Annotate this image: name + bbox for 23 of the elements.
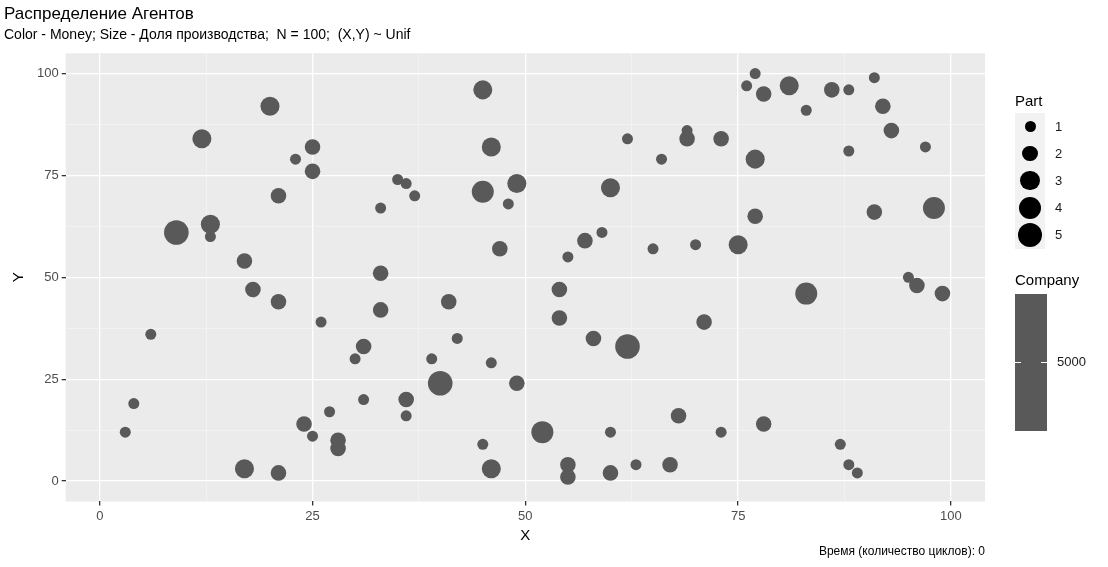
x-tick-label: 0: [96, 507, 104, 523]
y-tick-label: 25: [44, 370, 59, 386]
color-bar-title: Company: [1015, 270, 1080, 288]
text: Время (количество циклов): 0: [818, 544, 986, 559]
text: 5000: [1057, 354, 1086, 371]
y-tick-label: 100: [36, 65, 59, 81]
legend-label: 5: [1055, 227, 1063, 243]
chart-title: Распределение Агентов: [4, 3, 194, 23]
y-tick-label: 75: [44, 167, 59, 183]
x-tick-label: 100: [940, 507, 962, 523]
y-tick-label: 0: [51, 472, 59, 488]
x-tick-label: 75: [730, 507, 746, 523]
legend-label: 3: [1055, 173, 1063, 188]
y-tick-label: 50: [44, 268, 59, 284]
x-tick-label: 50: [518, 507, 533, 523]
legend-label: 4: [1055, 200, 1063, 215]
legend-label: 1: [1055, 119, 1063, 134]
x-axis-title: X: [520, 526, 531, 544]
legend-label: 2: [1055, 146, 1063, 161]
y-axis-title: Y: [9, 272, 27, 283]
chart-subtitle: Color - Money; Size - Доля производства; N = 100; (X,Y) ~ Unif: [4, 25, 411, 42]
x-tick-label: 25: [305, 507, 320, 523]
legend-title: Part: [1015, 92, 1044, 109]
